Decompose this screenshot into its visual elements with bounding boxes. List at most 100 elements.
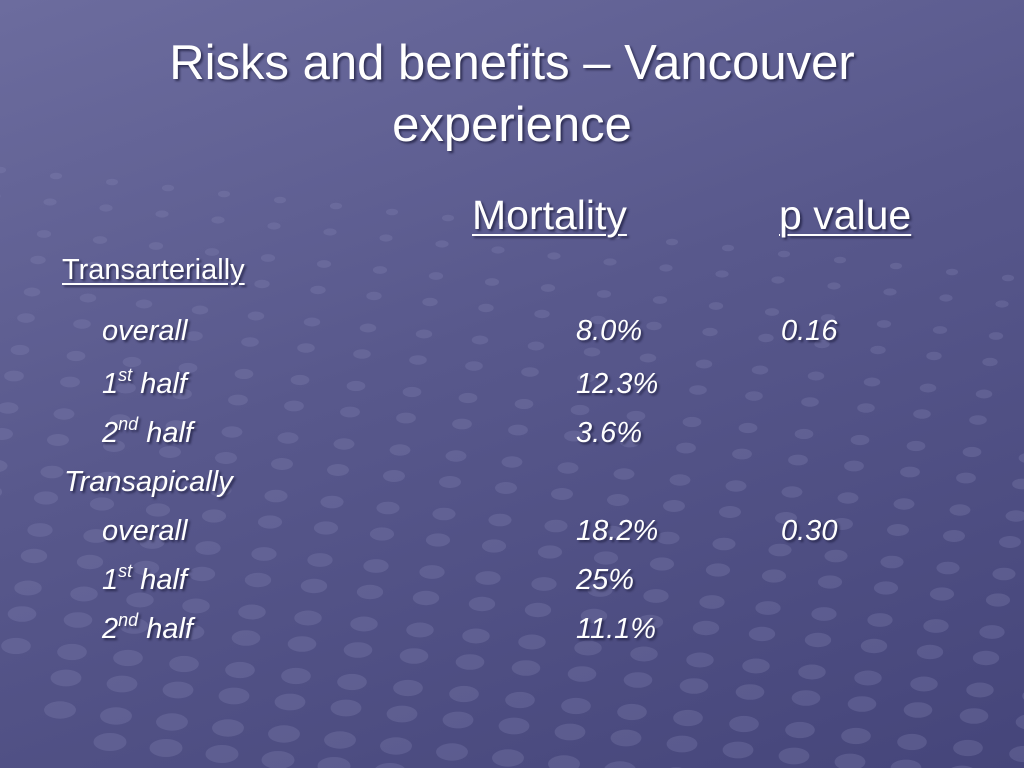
background-dot (534, 309, 550, 319)
background-dot (445, 450, 467, 462)
background-dot (396, 412, 416, 424)
background-dot (841, 727, 871, 745)
background-dot (897, 733, 927, 751)
background-dot (435, 240, 449, 248)
background-dot (751, 365, 769, 375)
background-dot (317, 757, 351, 768)
background-dot (247, 311, 265, 321)
background-dot (201, 509, 227, 523)
background-dot (0, 488, 3, 496)
background-dot (807, 371, 825, 381)
background-dot (139, 535, 165, 549)
background-dot (643, 589, 669, 603)
background-dot (375, 763, 405, 768)
background-dot (359, 323, 377, 333)
background-dot (251, 547, 277, 561)
background-dot (402, 386, 422, 398)
background-dot (1001, 274, 1015, 282)
background-dot (93, 733, 127, 751)
background-dot (1, 637, 31, 655)
mortality-value: 11.1% (576, 613, 657, 645)
background-dot (548, 755, 580, 768)
background-dot (122, 356, 142, 368)
background-dot (53, 408, 75, 420)
background-dot (794, 428, 814, 440)
background-dot (495, 482, 517, 494)
background-dot (212, 719, 244, 737)
background-dot (959, 708, 989, 724)
background-dot (484, 278, 500, 286)
background-dot (76, 554, 104, 570)
background-dot (119, 618, 149, 634)
background-dot (600, 525, 624, 539)
background-dot (294, 610, 322, 626)
background-dot (300, 578, 328, 594)
background-dot (798, 664, 826, 680)
background-dot (949, 504, 971, 516)
background-dot (663, 500, 685, 512)
background-dot (324, 731, 356, 749)
background-dot (953, 739, 983, 757)
background-dot (814, 339, 830, 349)
background-dot (175, 624, 205, 640)
background-dot (590, 315, 606, 325)
background-dot (162, 681, 194, 699)
mortality-value: 25% (576, 564, 635, 596)
background-dot (228, 394, 248, 406)
background-dot (432, 507, 456, 521)
background-dot (945, 268, 959, 276)
background-dot (481, 539, 507, 553)
background-dot (337, 673, 367, 691)
background-dot (106, 675, 138, 693)
background-dot (20, 548, 48, 564)
background-dot (422, 297, 438, 307)
background-dot (66, 350, 86, 362)
mortality-value: 18.2% (576, 515, 659, 547)
background-dot (722, 741, 754, 759)
row-label: 2nd half (102, 609, 193, 649)
background-dot (834, 753, 866, 768)
background-dot (547, 252, 561, 260)
background-dot (540, 284, 556, 292)
background-dot (257, 515, 283, 529)
row-word: half (146, 417, 193, 449)
background-dot (860, 638, 888, 654)
background-dot (36, 230, 52, 238)
background-dot (188, 566, 216, 582)
background-dot (376, 501, 400, 515)
mortality-value: 3.6% (576, 417, 643, 449)
background-dot (682, 416, 702, 428)
background-dot (468, 596, 496, 612)
background-dot (867, 613, 893, 627)
group-row-transapically: Transapically (0, 462, 1024, 502)
background-dot (178, 362, 198, 374)
background-dot (303, 317, 321, 327)
background-dot (277, 432, 299, 444)
background-dot (979, 625, 1005, 639)
background-dot (323, 228, 337, 236)
background-dot (385, 208, 399, 216)
background-dot (943, 530, 965, 542)
row-label: 2nd half (102, 413, 193, 453)
background-dot (890, 759, 922, 768)
background-dot (497, 220, 511, 228)
background-dot (290, 374, 310, 386)
background-dot (580, 608, 608, 624)
background-dot (574, 640, 602, 656)
background-dot (607, 494, 629, 506)
background-dot (89, 497, 115, 511)
background-dot (343, 642, 373, 658)
background-dot (827, 282, 841, 290)
background-dot (962, 446, 982, 458)
group-label: Transarterially (62, 254, 245, 286)
background-dot (913, 409, 931, 419)
background-dot (273, 196, 287, 204)
background-dot (777, 250, 791, 258)
background-dot (617, 703, 647, 721)
background-dot (666, 735, 698, 753)
background-dot (982, 357, 998, 367)
background-dot (995, 300, 1009, 308)
background-dot (439, 476, 461, 488)
background-dot (811, 607, 837, 621)
background-dot (14, 580, 42, 596)
